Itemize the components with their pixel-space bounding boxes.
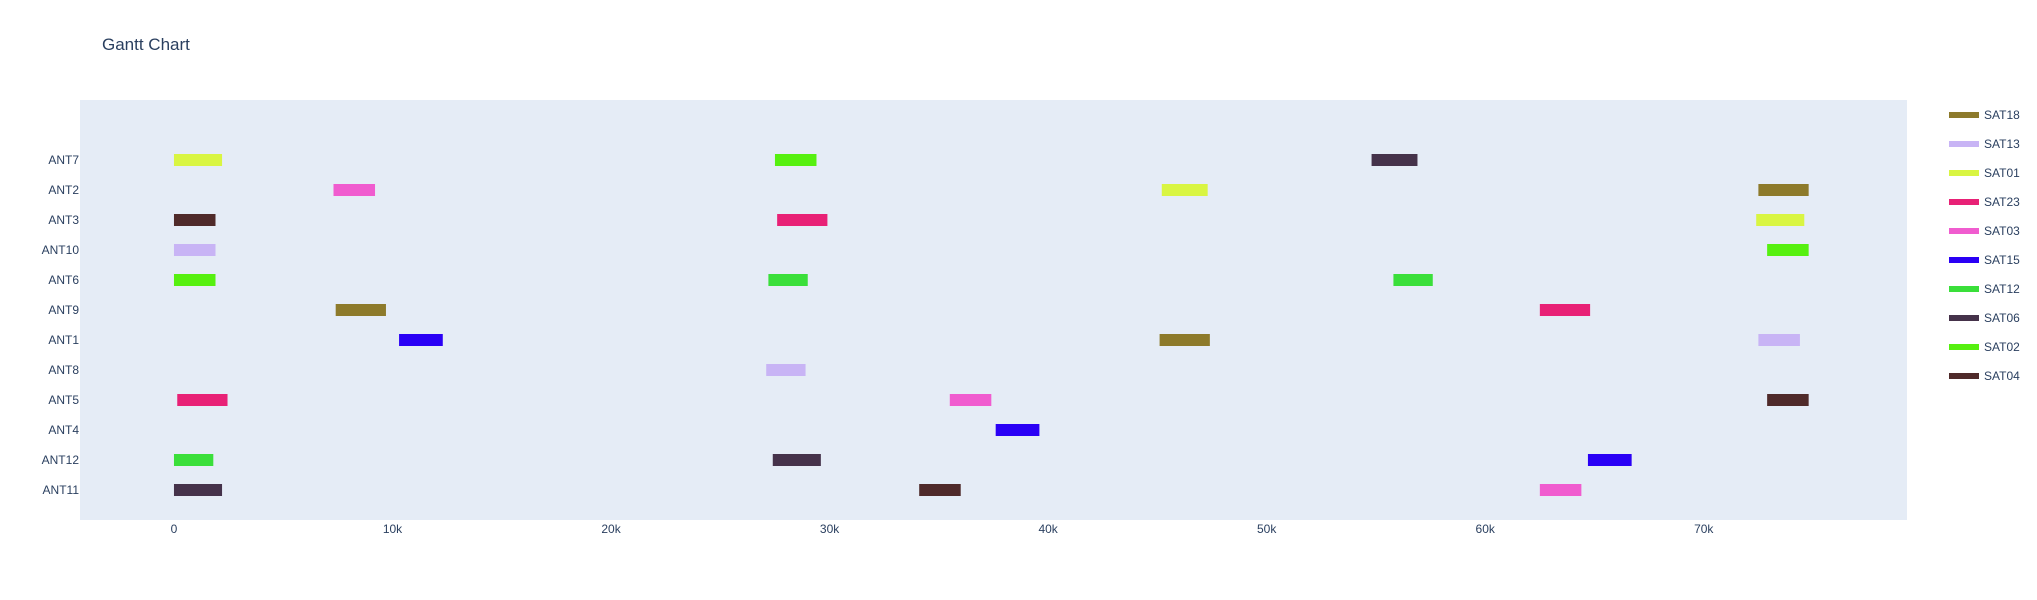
bar-sat12-ant6: [768, 274, 808, 286]
legend-label-sat23: SAT23: [1984, 195, 2020, 209]
bar-sat01-ant3: [1756, 214, 1805, 226]
bar-sat23-ant5: [177, 394, 228, 406]
legend-label-sat02: SAT02: [1984, 340, 2020, 354]
bar-sat15-ant12: [1587, 454, 1632, 466]
y-tick-label-ant5: ANT5: [48, 393, 79, 407]
bar-sat02-ant7: [774, 154, 817, 166]
bar-sat02-ant10: [1767, 244, 1809, 256]
y-tick-label-ant1: ANT1: [48, 333, 79, 347]
bar-sat06-ant7: [1371, 154, 1418, 166]
y-tick-label-ant11: ANT11: [43, 483, 80, 497]
y-tick-label-ant10: ANT10: [42, 243, 80, 257]
y-tick-label-ant9: ANT9: [48, 303, 79, 317]
bar-sat04-ant3: [173, 214, 216, 226]
legend: SAT18 SAT13 SAT01 SAT23 SAT03 SAT15 SAT12 SAT06…: [1949, 108, 2020, 383]
bar-sat13-ant1: [1758, 334, 1800, 346]
legend-label-sat01: SAT01: [1984, 166, 2020, 180]
y-axis: ANT7 ANT2 ANT3 ANT10 ANT6 ANT9 ANT1 ANT8 ANT5 ANT…: [42, 153, 80, 497]
y-tick-label-ant2: ANT2: [48, 183, 79, 197]
x-tick-label: 60k: [1476, 522, 1496, 536]
bar-sat23-ant9: [1539, 304, 1591, 316]
legend-label-sat13: SAT13: [1984, 137, 2020, 151]
bar-sat04-ant5: [1767, 394, 1809, 406]
bar-sat13-ant8: [766, 364, 806, 376]
bar-sat03-ant11: [1539, 484, 1582, 496]
bars-layer: [173, 154, 1809, 496]
y-tick-label-ant8: ANT8: [48, 363, 79, 377]
legend-label-sat04: SAT04: [1984, 369, 2020, 383]
x-tick-label: 10k: [383, 522, 403, 536]
x-tick-label: 0: [171, 522, 178, 536]
x-tick-label: 50k: [1257, 522, 1277, 536]
bar-sat06-ant12: [772, 454, 821, 466]
bar-sat06-ant11: [173, 484, 223, 496]
x-tick-label: 20k: [601, 522, 621, 536]
bar-sat23-ant3: [777, 214, 828, 226]
x-tick-label: 40k: [1038, 522, 1058, 536]
bar-sat01-ant7: [173, 154, 223, 166]
bar-sat18-ant1: [1159, 334, 1210, 346]
legend-label-sat06: SAT06: [1984, 311, 2020, 325]
bar-sat04-ant11: [919, 484, 961, 496]
legend-label-sat03: SAT03: [1984, 224, 2020, 238]
chart-title: Gantt Chart: [102, 35, 190, 54]
y-tick-label-ant3: ANT3: [48, 213, 79, 227]
bar-sat03-ant2: [333, 184, 376, 196]
bar-sat15-ant4: [995, 424, 1040, 436]
y-tick-label-ant6: ANT6: [48, 273, 79, 287]
y-tick-label-ant12: ANT12: [42, 453, 80, 467]
legend-label-sat18: SAT18: [1984, 108, 2020, 122]
bar-sat18-ant2: [1758, 184, 1809, 196]
bar-sat03-ant5: [949, 394, 992, 406]
bar-sat02-ant6: [173, 274, 216, 286]
bar-sat12-ant12: [173, 454, 214, 466]
bar-sat12-ant6: [1393, 274, 1433, 286]
x-tick-label: 70k: [1694, 522, 1714, 536]
bar-sat13-ant10: [173, 244, 216, 256]
legend-label-sat12: SAT12: [1984, 282, 2020, 296]
y-tick-label-ant7: ANT7: [48, 153, 79, 167]
bar-sat01-ant2: [1161, 184, 1208, 196]
x-axis: 0 10k 20k 30k 40k 50k 60k 70k: [171, 522, 1715, 536]
bar-sat18-ant9: [335, 304, 386, 316]
bar-sat15-ant1: [399, 334, 443, 346]
y-tick-label-ant4: ANT4: [48, 423, 79, 437]
legend-label-sat15: SAT15: [1984, 253, 2020, 267]
x-tick-label: 30k: [820, 522, 840, 536]
